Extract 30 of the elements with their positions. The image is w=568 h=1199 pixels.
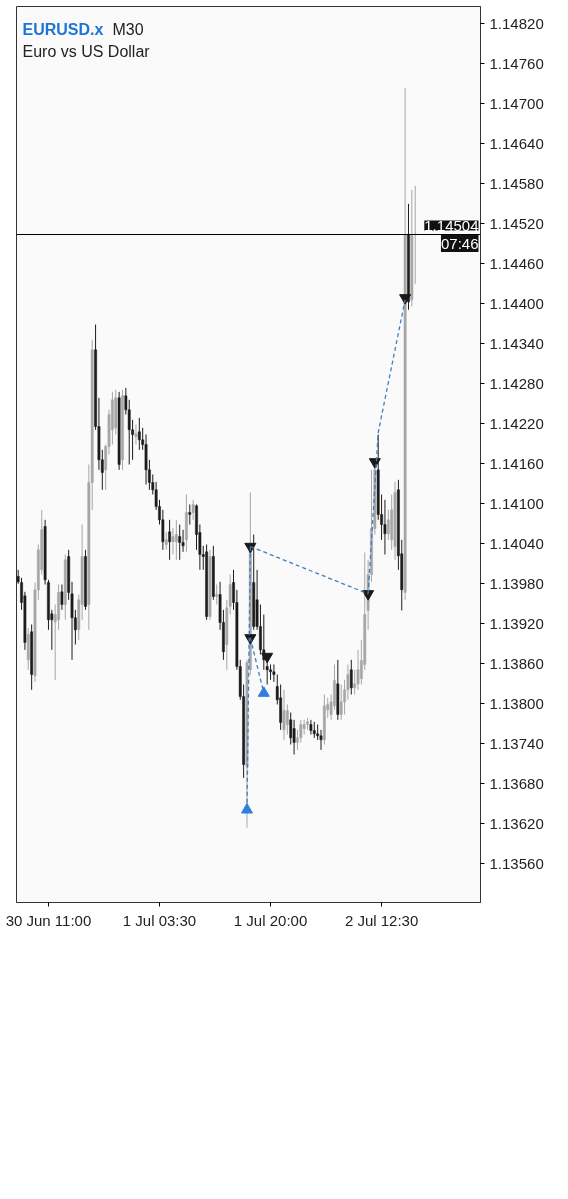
y-tick-label: 1.13980: [489, 574, 544, 592]
y-tick-label: 1.14220: [489, 414, 544, 432]
y-tick-label: 1.14640: [489, 134, 544, 152]
annotation: M30: [112, 20, 144, 38]
y-tick-label: 1.14760: [489, 54, 544, 72]
y-tick-label: 1.14040: [489, 534, 544, 552]
y-tick-label: 1.14460: [489, 254, 544, 272]
y-tick-label: 1.14580: [489, 174, 544, 192]
ref-line-label: 1.14504 07:46: [424, 216, 479, 252]
y-tick-label: 1.13920: [489, 614, 544, 632]
text: Euro vs US Dollar: [22, 42, 151, 60]
y-tick-label: 1.14280: [489, 374, 544, 392]
y-tick-label: 1.13800: [489, 694, 544, 712]
y-tick-label: 1.14100: [489, 494, 544, 512]
y-tick-label: 1.13560: [489, 854, 544, 872]
y-tick-label: 1.14520: [489, 214, 544, 232]
x-tick-label: 1 Jul 20:00: [233, 911, 308, 929]
y-tick-label: 1.14400: [489, 294, 544, 312]
y-tick-label: 1.14340: [489, 334, 544, 352]
y-tick-label: 1.13860: [489, 654, 544, 672]
y-tick-label: 1.14820: [489, 14, 544, 32]
x-tick-label: 2 Jul 12:30: [344, 911, 419, 929]
y-tick-label: 1.13740: [489, 734, 544, 752]
y-tick-label: 1.14160: [489, 454, 544, 472]
text: EURUSD.x: [22, 20, 104, 38]
x-tick-label: 30 Jun 11:00: [5, 911, 92, 929]
x-tick-label: 1 Jul 03:30: [122, 911, 197, 929]
y-tick-label: 1.14700: [489, 94, 544, 112]
y-tick-label: 1.13620: [489, 814, 544, 832]
y-tick-label: 1.13680: [489, 774, 544, 792]
